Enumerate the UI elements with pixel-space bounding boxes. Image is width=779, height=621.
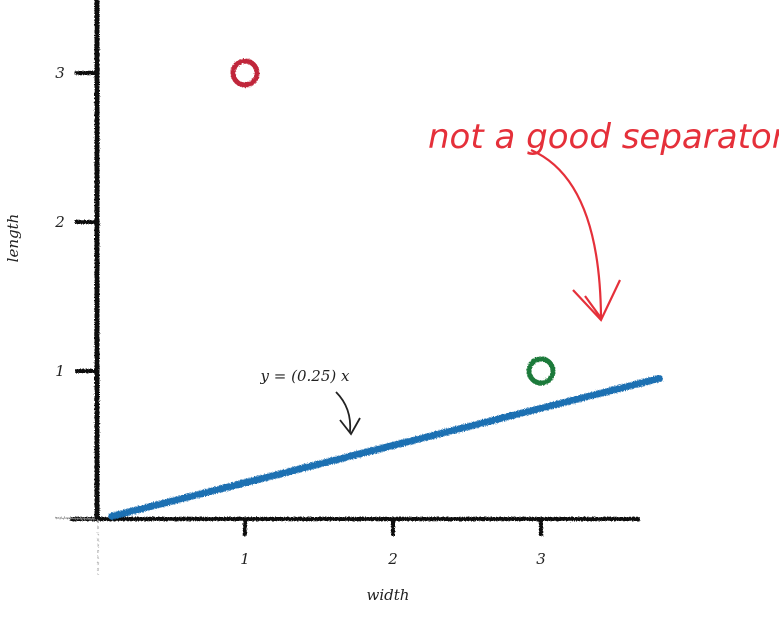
separator-line-label: y = (0.25) x [260, 367, 350, 385]
line-label-arrow [335, 391, 352, 433]
tick-marks [75, 71, 543, 536]
y-axis-label: length [4, 214, 22, 263]
data-point-1-0 [526, 356, 556, 386]
x-axis-faint-extension [54, 517, 96, 520]
y-tick-label-3: 3 [55, 64, 65, 82]
annotation-arrow [530, 148, 603, 319]
data-point-0-0 [230, 58, 260, 88]
y-tick-label-2: 2 [54, 213, 65, 231]
data-points [230, 58, 556, 386]
x-tick-label-3: 3 [536, 550, 546, 568]
axes [54, 0, 640, 575]
tick-labels: 1 2 3 1 2 3 [54, 64, 546, 568]
x-tick-label-1: 1 [240, 550, 250, 568]
annotation-text: not a good separator [428, 117, 779, 157]
separator-line [108, 374, 663, 520]
y-tick-label-1: 1 [55, 362, 65, 380]
line-label-arrowhead [339, 417, 361, 436]
separator-line-layer [108, 374, 663, 520]
annotation-arrowhead [572, 279, 621, 322]
x-tick-label-2: 2 [387, 550, 398, 568]
x-axis-label: width [367, 586, 410, 604]
